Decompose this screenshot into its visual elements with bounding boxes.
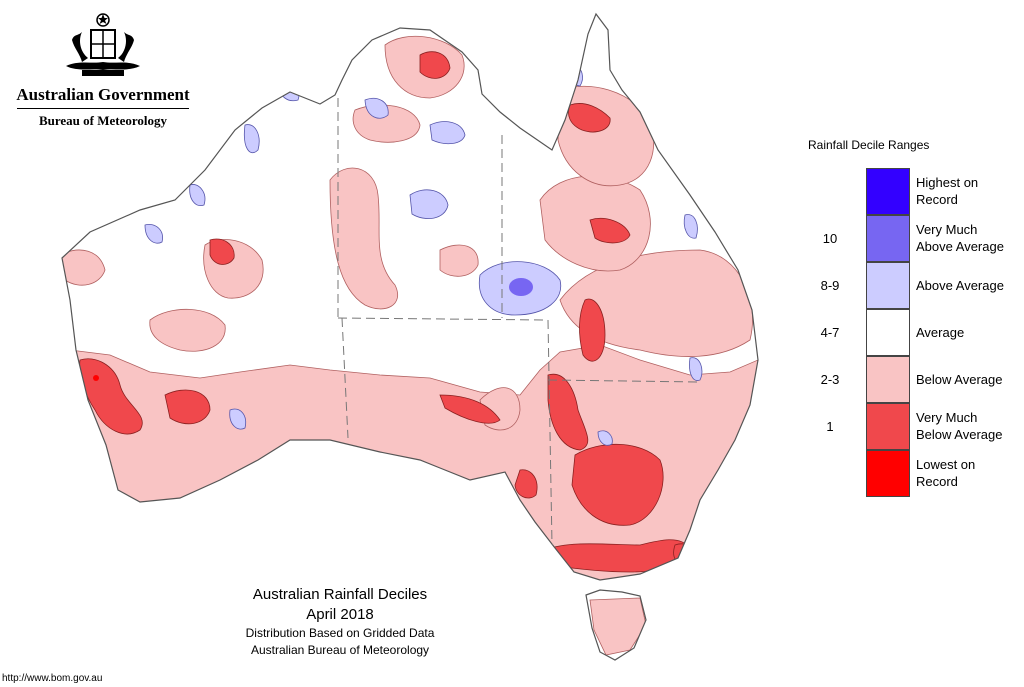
legend-decile-code: 10 [822,231,838,246]
legend-label-line: Highest on [916,175,979,190]
legend-swatch [866,168,910,215]
coat-of-arms-icon [8,12,198,83]
legend-decile-code: 2-3 [820,372,840,387]
legend-label: Average [916,324,964,341]
legend-label-line: Average [916,325,965,340]
legend-decile-code: 1 [826,419,834,434]
legend-swatch [866,356,910,403]
caption-method: Distribution Based on Gridded Data [245,626,435,640]
caption-source: Australian Bureau of Meteorology [250,643,430,657]
bom-logo: Australian Government Bureau of Meteorol… [8,12,198,129]
legend-label-line: Record [916,192,958,207]
legend-label: Below Average [916,371,1003,388]
legend-swatch [866,309,910,356]
very-much-above-average-regions [509,278,533,296]
legend-label-line: Above Average [916,239,1004,254]
map-caption: Australian Rainfall Deciles April 2018 D… [160,585,520,659]
legend-label-line: Very Much [916,410,978,425]
legend-label-line: Very Much [916,222,978,237]
legend-label: Lowest on Record [916,456,975,490]
legend-label: Above Average [916,277,1004,294]
legend-label-line: Below Average [916,427,1003,442]
source-url[interactable]: http://www.bom.gov.au [2,673,103,684]
legend-label-line: Record [916,474,958,489]
legend-decile-code: 8-9 [820,278,840,293]
org-name: Australian Government [16,85,190,104]
state-borders [337,98,701,546]
legend-label-line: Below Average [916,372,1003,387]
legend-label: Very Much Below Average [916,409,1003,443]
agency-name: Bureau of Meteorology [38,113,168,128]
legend-label: Highest on Record [916,174,978,208]
coastline [61,12,759,661]
legend-swatch [866,450,910,497]
legend-decile-code: 4-7 [820,325,840,340]
caption-period: April 2018 [306,606,374,623]
legend-swatch [866,262,910,309]
legend-swatch [866,403,910,450]
decile-regions [62,35,758,656]
legend-label-line: Lowest on [916,457,976,472]
caption-title: Australian Rainfall Deciles [252,586,428,603]
legend-title: Rainfall Decile Ranges [808,138,930,152]
legend-label-line: Above Average [916,278,1004,293]
legend-swatch [866,215,910,262]
legend-label: Very Much Above Average [916,221,1004,255]
logo-divider [17,108,189,109]
